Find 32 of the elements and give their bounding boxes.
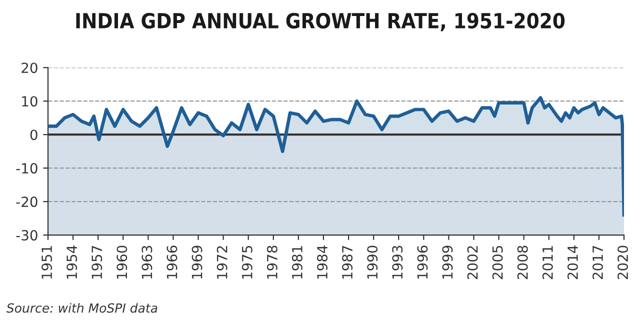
x-tick-label: 1966: [166, 246, 178, 279]
source-note: Source: with MoSPI data: [6, 303, 158, 313]
y-tick-label: 0: [30, 130, 38, 140]
x-tick-label: 1996: [417, 246, 428, 279]
y-tick-label: -30: [16, 230, 38, 241]
y-tick-label: 10: [22, 96, 38, 107]
x-tick-label: 2014: [567, 246, 578, 280]
x-tick-label: 2017: [592, 246, 603, 280]
x-tick-label: 2002: [467, 246, 478, 280]
x-tick-label: 2008: [517, 246, 528, 280]
x-tick-label: 1975: [242, 246, 252, 279]
x-tick-label: 1981: [292, 246, 302, 279]
y-tick-label: -10: [16, 163, 38, 174]
x-tick-label: 2005: [492, 246, 503, 280]
x-tick-label: 2011: [542, 246, 553, 280]
x-tick-label: 1993: [392, 246, 403, 279]
x-tick-label: 1987: [342, 246, 353, 279]
x-tick-label: 1963: [142, 246, 152, 279]
x-tick-label: 1978: [266, 246, 278, 279]
x-tick-label: 1969: [192, 246, 202, 279]
x-tick-label: 1999: [442, 246, 453, 279]
chart-title: INDIA GDP ANNUAL GROWTH RATE, 1951-2020: [76, 12, 565, 32]
x-tick-label: 1990: [367, 246, 378, 279]
x-tick-label: 1972: [216, 246, 228, 279]
x-tick-label: 1984: [317, 246, 328, 279]
x-tick-label: 2020: [618, 246, 628, 280]
y-tick-label: -20: [16, 196, 38, 208]
y-tick-label: 20: [22, 62, 38, 74]
x-tick-label: 1957: [92, 246, 102, 279]
x-tick-label: 1951: [42, 246, 52, 279]
x-tick-label: 1954: [66, 246, 78, 279]
x-tick-label: 1960: [116, 246, 128, 279]
